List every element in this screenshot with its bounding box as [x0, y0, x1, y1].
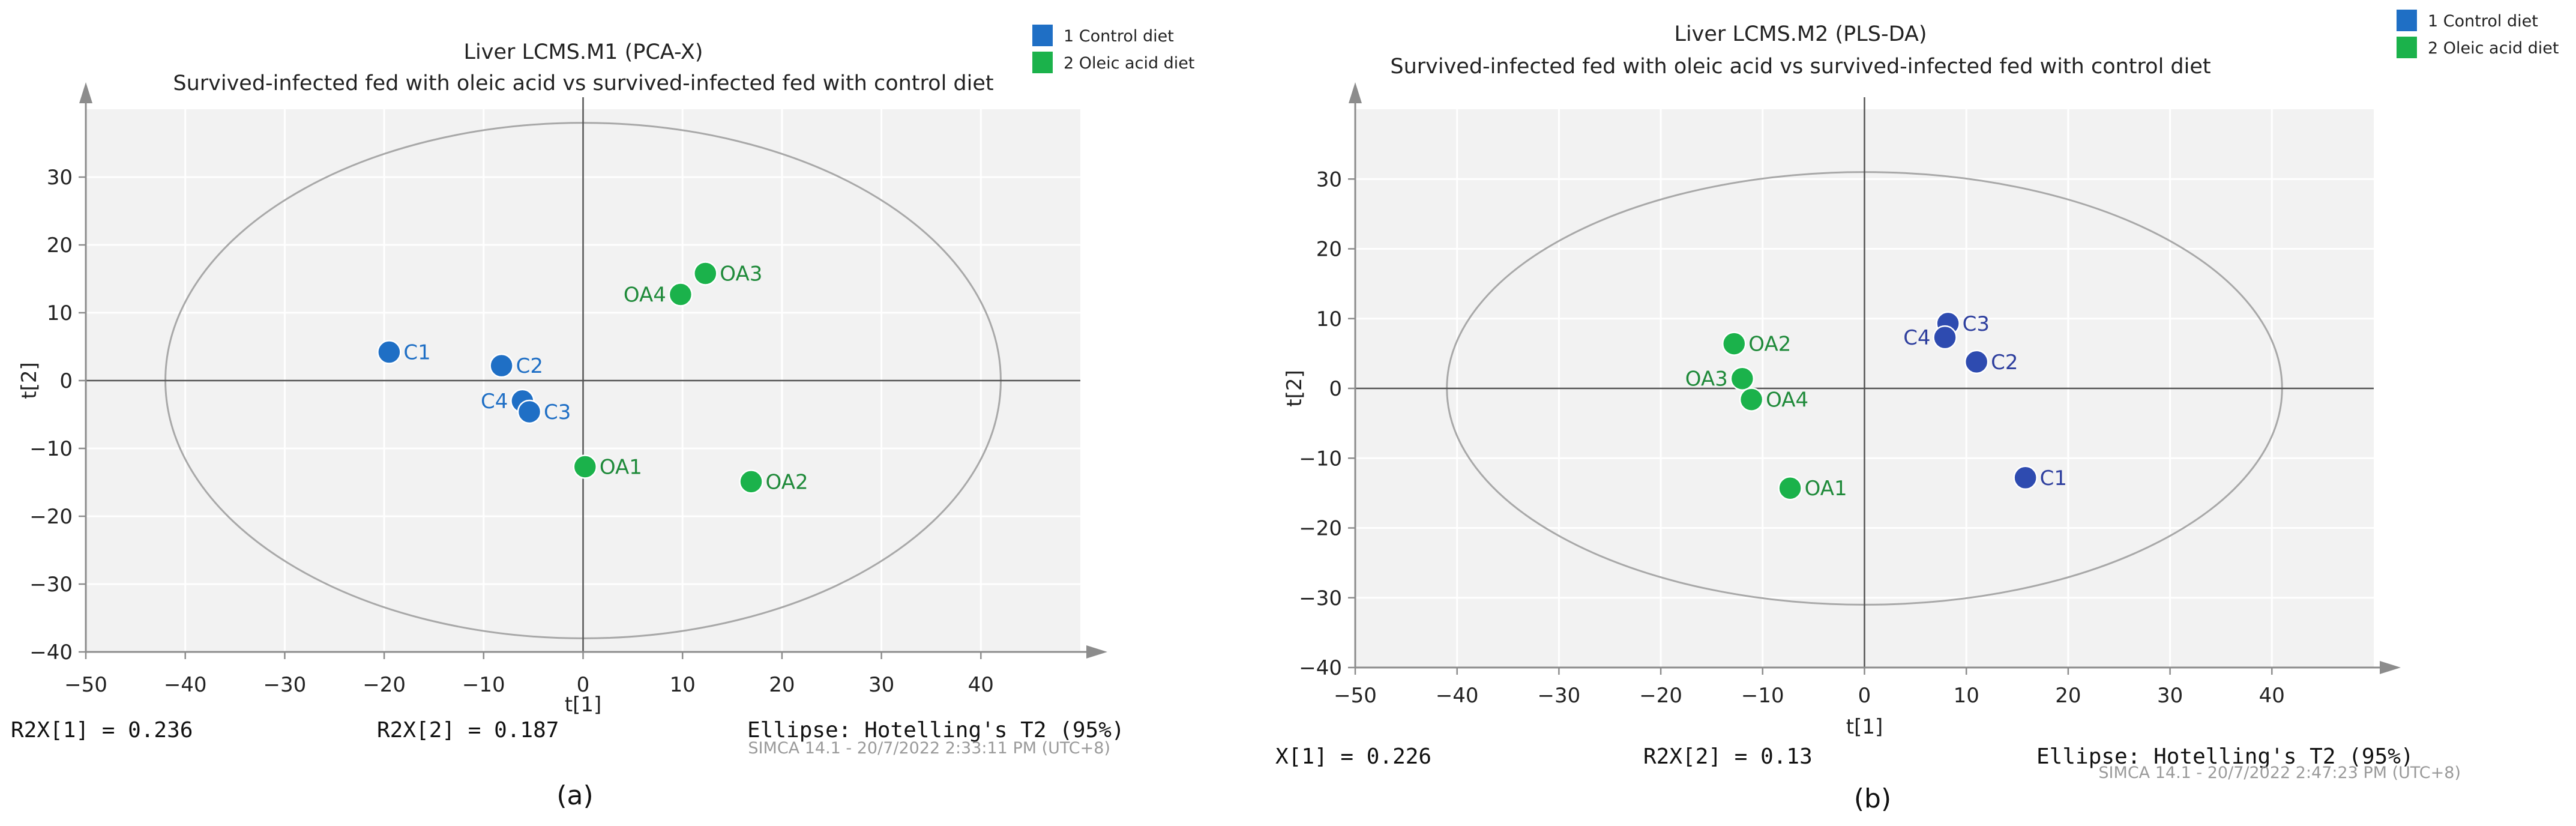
y-tick-label: 20 [47, 234, 73, 258]
point-label: OA4 [1766, 388, 1808, 412]
x-tick-label: −40 [164, 673, 207, 697]
y-tick-label: 20 [1316, 238, 1342, 262]
x-tick-label: −20 [1639, 684, 1682, 708]
chart-subtitle: Survived-infected fed with oleic acid vs… [173, 71, 993, 95]
scatter-point [1778, 475, 1802, 501]
y-tick-label: −10 [29, 437, 73, 461]
y-tick-label: −20 [29, 505, 73, 529]
scatter-point [377, 340, 402, 364]
scatter-point [1739, 387, 1764, 412]
x-tick-label: −30 [1538, 684, 1581, 708]
x-tick-label: 10 [1954, 684, 1979, 708]
legend-swatch [1032, 52, 1053, 73]
scatter-point [668, 282, 693, 307]
point-label: C2 [1991, 351, 2018, 375]
x-tick-label: 0 [577, 673, 590, 697]
x-tick-label: −10 [462, 673, 505, 697]
x-tick-label: 30 [2157, 684, 2183, 708]
panel-caption: (b) [1854, 783, 1891, 814]
x-tick-label: 20 [769, 673, 795, 697]
y-tick-label: −30 [1299, 586, 1342, 610]
scatter-point [1964, 349, 1989, 375]
ellipse-note: Ellipse: Hotelling's T2 (95%) [2036, 744, 2414, 769]
y-tick-label: −30 [29, 573, 73, 597]
point-label: C1 [403, 341, 430, 365]
x-tick-label: 10 [670, 673, 696, 697]
y-axis-title: t[2] [17, 362, 41, 399]
y-tick-label: 10 [1316, 307, 1342, 331]
point-label: OA2 [1748, 333, 1791, 357]
point-label: C3 [544, 400, 571, 424]
scatter-point [1730, 366, 1755, 391]
r2x2-stat: R2X[2] = 0.187 [377, 718, 559, 743]
legend-swatch [2397, 10, 2417, 31]
y-axis-arrow [79, 82, 92, 103]
r2x2-stat: R2X[2] = 0.13 [1643, 744, 1813, 769]
scatter-point [693, 261, 718, 286]
point-label: C4 [481, 390, 508, 414]
x-tick-label: −50 [64, 673, 107, 697]
chart-title: Liver LCMS.M1 (PCA-X) [464, 40, 703, 64]
x-tick-label: −20 [363, 673, 406, 697]
panel-b-plsda-plot: −50 −40 −30 −20 −10 0 10 20 30 40 −40 −30 −20 −10 0 10 2… [1275, 10, 2559, 814]
point-label: OA1 [600, 456, 642, 480]
scatter-point [489, 353, 514, 378]
r2x1-stat: X[1] = 0.226 [1275, 744, 1431, 769]
y-tick-label: −40 [1299, 656, 1342, 680]
y-tick-label: −40 [29, 641, 73, 665]
chart-title: Liver LCMS.M2 (PLS-DA) [1674, 22, 1927, 46]
x-axis-title: t[1] [565, 693, 602, 717]
scatter-point [2013, 465, 2038, 490]
y-tick-label: 30 [47, 166, 73, 190]
x-tick-label: 20 [2055, 684, 2081, 708]
scatter-point [517, 399, 542, 424]
x-tick-label: −50 [1334, 684, 1377, 708]
scatter-point [1722, 331, 1747, 356]
y-tick-label: −20 [1299, 517, 1342, 541]
point-label: C1 [2040, 466, 2067, 490]
legend-label: 1 Control diet [2428, 12, 2538, 31]
x-axis-arrow [2380, 661, 2401, 674]
y-tick-label: 0 [1329, 377, 1342, 401]
point-label: OA2 [766, 470, 808, 494]
x-tick-label: 40 [2259, 684, 2285, 708]
legend-swatch [2397, 37, 2417, 58]
point-label: OA3 [1685, 367, 1728, 391]
scatter-point [1933, 325, 1957, 350]
legend-label: 2 Oleic acid diet [1064, 54, 1195, 73]
y-tick-label: −10 [1299, 447, 1342, 471]
x-tick-label: −10 [1741, 684, 1784, 708]
panel-caption: (a) [556, 780, 593, 811]
chart-subtitle: Survived-infected fed with oleic acid vs… [1390, 55, 2210, 79]
y-tick-label: 30 [1316, 167, 1342, 191]
scatter-point [573, 454, 598, 479]
y-tick-label: 0 [59, 369, 73, 393]
x-tick-label: 40 [968, 673, 994, 697]
x-tick-label: −30 [263, 673, 307, 697]
scatter-point [739, 469, 763, 494]
y-axis-arrow [1349, 82, 1362, 103]
y-tick-label: 10 [47, 301, 73, 325]
x-tick-label: 30 [868, 673, 894, 697]
point-label: C4 [1903, 326, 1930, 350]
x-axis-arrow [1086, 645, 1107, 659]
legend-label: 2 Oleic acid diet [2428, 39, 2559, 58]
x-tick-label: 0 [1858, 684, 1871, 708]
software-footer: SIMCA 14.1 - 20/7/2022 2:33:11 PM (UTC+8… [748, 739, 1110, 758]
point-label: C2 [516, 354, 543, 378]
software-footer: SIMCA 14.1 - 20/7/2022 2:47:23 PM (UTC+8… [2098, 764, 2461, 782]
ellipse-note: Ellipse: Hotelling's T2 (95%) [747, 718, 1125, 743]
x-tick-label: −40 [1436, 684, 1479, 708]
point-label: OA1 [1805, 477, 1847, 501]
r2x1-stat: R2X[1] = 0.236 [11, 718, 193, 743]
point-label: C3 [1963, 312, 1990, 336]
point-label: OA3 [720, 262, 762, 286]
legend-swatch [1032, 25, 1053, 46]
x-axis-title: t[1] [1846, 715, 1883, 739]
y-axis-title: t[2] [1283, 370, 1307, 407]
legend-label: 1 Control diet [1064, 27, 1174, 46]
panel-a-pca-plot: −50 −40 −30 −20 −10 0 10 20 30 40 −40 −30 −20 −10 0 10 2… [11, 25, 1195, 811]
point-label: OA4 [624, 283, 666, 307]
